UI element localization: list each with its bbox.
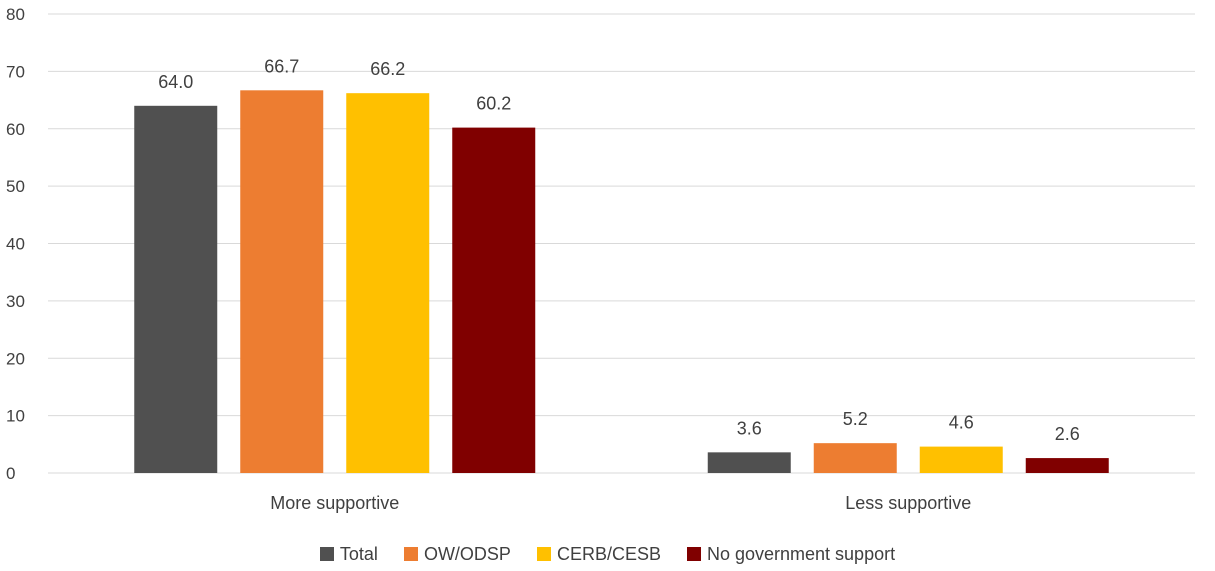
- legend-label: OW/ODSP: [423, 543, 511, 564]
- y-tick-label: 10: [6, 407, 25, 426]
- legend-item: CERB/CESB: [536, 543, 661, 565]
- legend-swatch: [536, 547, 551, 561]
- bar-total-1: [707, 452, 791, 473]
- bar-ow-odsp-0: [240, 90, 324, 473]
- y-tick-label: 30: [6, 292, 25, 311]
- data-label: 3.6: [737, 418, 762, 438]
- legend-label: Total: [339, 543, 378, 564]
- y-tick-label: 60: [6, 120, 25, 139]
- data-label: 64.0: [158, 72, 193, 92]
- bar-total-0: [134, 105, 218, 474]
- bar-cerb-cesb-0: [346, 93, 430, 474]
- data-label: 2.6: [1055, 424, 1080, 444]
- data-labels: 64.0 66.7 66.2 60.2 3.6 5.2 4.6 2.6: [158, 56, 1080, 444]
- data-label: 5.2: [843, 409, 868, 429]
- legend-item: OW/ODSP: [403, 543, 511, 565]
- legend-label: CERB/CESB: [556, 543, 661, 564]
- y-tick-label: 80: [6, 5, 25, 24]
- legend-label: No government support: [706, 543, 896, 564]
- data-label: 66.2: [370, 59, 405, 79]
- y-tick-label: 50: [6, 177, 25, 196]
- legend-swatch: [403, 547, 418, 561]
- category-label: Less supportive: [845, 493, 971, 513]
- bar-no-government-support-0: [452, 127, 536, 473]
- y-axis-ticks: 0 10 20 30 40 50 60 70 80: [6, 5, 25, 483]
- y-tick-label: 20: [6, 349, 25, 368]
- category-label: More supportive: [270, 493, 399, 513]
- category-labels: More supportive Less supportive: [270, 493, 971, 513]
- gridlines: [48, 13, 1195, 474]
- legend-item: Total: [319, 543, 378, 565]
- y-tick-label: 0: [6, 464, 15, 483]
- legend-swatch: [686, 547, 701, 561]
- bar-no-government-support-1: [1025, 458, 1109, 473]
- data-label: 66.7: [264, 56, 299, 76]
- legend-item: No government support: [686, 543, 896, 565]
- y-tick-label: 40: [6, 235, 25, 254]
- data-label: 60.2: [476, 94, 511, 114]
- y-tick-label: 70: [6, 62, 25, 81]
- bar-ow-odsp-1: [813, 443, 897, 473]
- legend-swatch: [319, 547, 334, 561]
- data-label: 4.6: [949, 413, 974, 433]
- bar-cerb-cesb-1: [919, 446, 1003, 473]
- legend: Total OW/ODSP CERB/CESB No government suppo…: [0, 542, 1215, 566]
- bars: [134, 90, 1109, 474]
